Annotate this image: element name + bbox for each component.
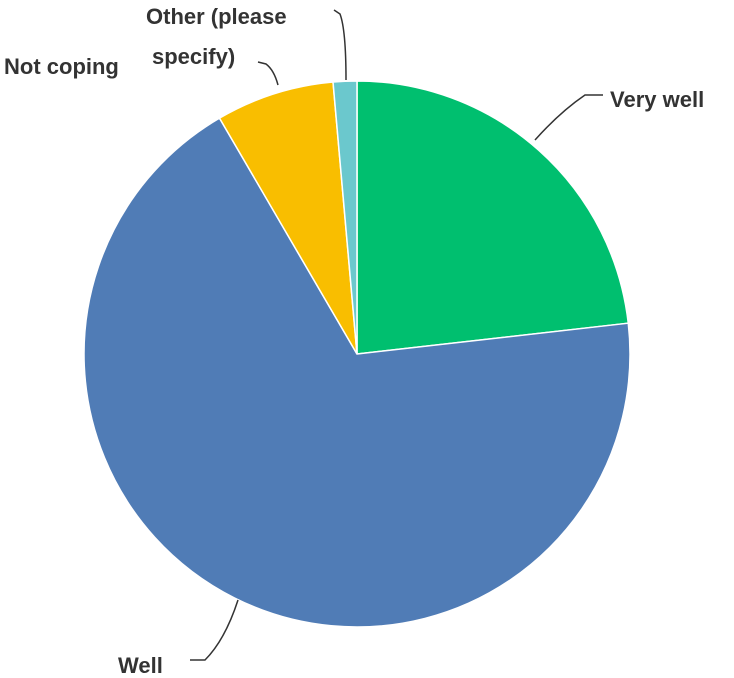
leader-line-very-well xyxy=(534,94,603,141)
slice-label-other-line-2: specify) xyxy=(152,44,235,69)
pie-slice-other-please-specify xyxy=(332,80,358,355)
pie-slice-not-coping xyxy=(218,81,358,355)
slice-label-other-line-1: Other (please xyxy=(146,4,287,29)
leader-line-well xyxy=(190,599,239,661)
slice-label-very-well: Very well xyxy=(610,87,704,112)
pie-slice-well xyxy=(83,117,631,628)
slice-label-other: Other (please specify) xyxy=(146,4,293,69)
slice-label-well: Well xyxy=(118,653,163,678)
pie-slice-very-well xyxy=(356,80,630,355)
leader-line-other xyxy=(333,9,347,81)
slice-label-not-coping: Not coping xyxy=(4,54,119,79)
leader-line-not-coping xyxy=(257,61,279,86)
